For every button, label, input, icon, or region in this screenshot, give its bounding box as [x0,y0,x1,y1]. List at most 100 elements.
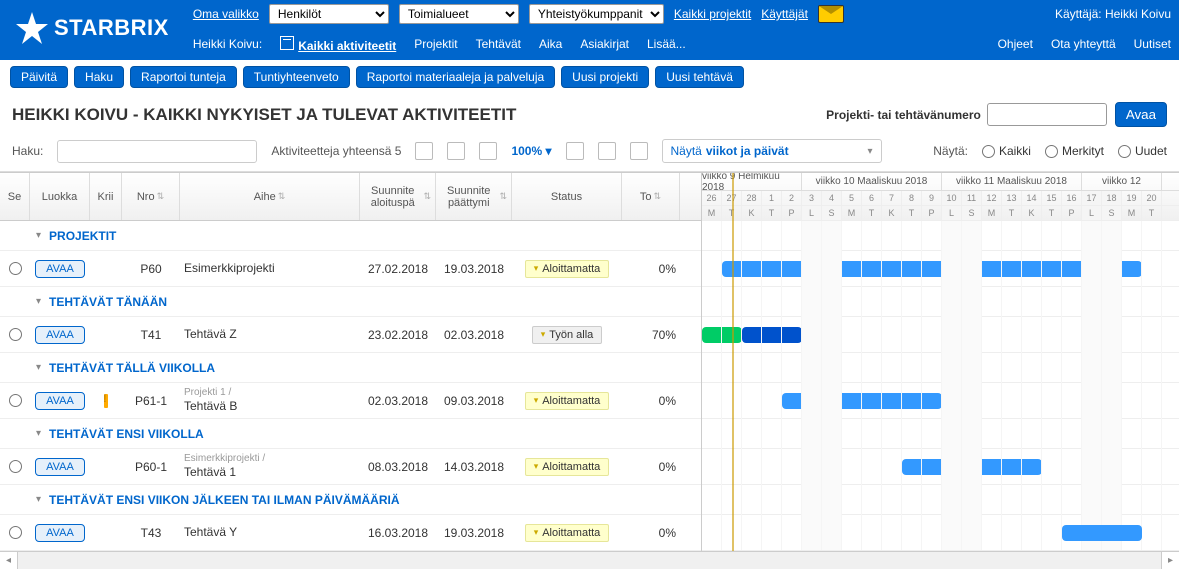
radio-marked[interactable]: Merkityt [1045,144,1104,158]
number-cell: P60-1 [122,460,180,474]
title-row: HEIKKI KOIVU - KAIKKI NYKYISET JA TULEVA… [0,94,1179,135]
project-number-input[interactable] [987,103,1107,126]
action-button[interactable]: Uusi tehtävä [655,66,744,88]
nav-help[interactable]: Ohjeet [998,37,1033,51]
nav-documents[interactable]: Asiakirjat [580,37,629,51]
start-date-cell: 02.03.2018 [360,394,436,408]
radio-new[interactable]: Uudet [1118,144,1167,158]
col-subject[interactable]: Aihe⇅ [180,173,360,220]
col-planned-end[interactable]: Suunnite päättymi⇅ [436,173,512,220]
day-letter-cell: M [1122,206,1142,220]
row-select[interactable] [0,460,30,473]
persons-select[interactable]: Henkilöt [269,4,389,24]
print-icon[interactable] [415,142,433,160]
timescale-dropdown[interactable]: Näytä viikot ja päivät ▾ [662,139,882,163]
action-button[interactable]: Uusi projekti [561,66,649,88]
zoom-out-icon[interactable] [598,142,616,160]
section-header[interactable]: ▾TEHTÄVÄT TÄLLÄ VIIKOLLA [0,353,701,383]
chevron-down-icon: ▾ [36,428,41,439]
progress-cell: 0% [622,460,680,474]
partners-select[interactable]: Yhteistyökumppanit [529,4,664,24]
col-number[interactable]: Nro⇅ [122,173,180,220]
action-button[interactable]: Raportoi tunteja [130,66,237,88]
nav-tasks[interactable]: Tehtävät [476,37,521,51]
export-icon[interactable] [447,142,465,160]
action-button[interactable]: Päivitä [10,66,68,88]
nav-projects[interactable]: Projektit [414,37,457,51]
logo-icon [16,12,48,44]
gantt-bar[interactable] [1062,525,1142,541]
data-grid: Se Luokka Krii Nro⇅ Aihe⇅ Suunnite aloit… [0,173,702,551]
subject-cell: Projekti 1 /Tehtävä B [180,387,360,413]
status-badge[interactable]: ▾Aloittamatta [525,524,610,542]
columns-icon[interactable] [479,142,497,160]
number-cell: T43 [122,526,180,540]
open-row-button[interactable]: AVAA [35,392,85,410]
row-select[interactable] [0,262,30,275]
open-row-button[interactable]: AVAA [35,524,85,542]
grid-toolbar: Haku: Aktiviteetteja yhteensä 5 100% ▾ N… [0,135,1179,172]
status-badge[interactable]: ▾Työn alla [532,326,603,344]
zoom-fit-icon[interactable] [630,142,648,160]
row-select[interactable] [0,328,30,341]
horizontal-scrollbar[interactable]: ◂ ▸ [0,551,1179,569]
day-number-cell: 13 [1002,191,1022,205]
action-button[interactable]: Raportoi materiaaleja ja palveluja [356,66,555,88]
end-date-cell: 19.03.2018 [436,262,512,276]
own-menu-link[interactable]: Oma valikko [193,7,259,21]
user-name-label: Heikki Koivu: [193,37,262,51]
row-select[interactable] [0,394,30,407]
section-header[interactable]: ▾TEHTÄVÄT ENSI VIIKON JÄLKEEN TAI ILMAN … [0,485,701,515]
day-number-cell: 16 [1062,191,1082,205]
progress-cell: 0% [622,262,680,276]
domains-select[interactable]: Toimialueet [399,4,519,24]
logo-text: STARBRIX [54,15,169,41]
section-header[interactable]: ▾TEHTÄVÄT ENSI VIIKOLLA [0,419,701,449]
day-letter-cell: S [822,206,842,220]
start-date-cell: 23.02.2018 [360,328,436,342]
progress-cell: 0% [622,526,680,540]
col-select[interactable]: Se [0,173,30,220]
nav-time[interactable]: Aika [539,37,562,51]
action-button[interactable]: Tuntiyhteenveto [243,66,350,88]
project-number-label: Projekti- tai tehtävänumero [826,108,981,122]
open-row-button[interactable]: AVAA [35,260,85,278]
zoom-in-icon[interactable] [566,142,584,160]
col-planned-start[interactable]: Suunnite aloituspä⇅ [360,173,436,220]
row-select[interactable] [0,526,30,539]
chevron-down-icon: ▾ [36,494,41,505]
col-priority[interactable]: Krii [90,173,122,220]
day-letter-cell: T [1002,206,1022,220]
action-button[interactable]: Haku [74,66,124,88]
all-projects-link[interactable]: Kaikki projektit [674,7,751,21]
nav-all-activities[interactable]: Kaikki aktiviteetit [280,36,396,53]
status-cell: ▾Työn alla [512,326,622,344]
users-link[interactable]: Käyttäjät [761,7,808,21]
open-row-button[interactable]: AVAA [35,326,85,344]
open-button[interactable]: Avaa [1115,102,1167,127]
page-title: HEIKKI KOIVU - KAIKKI NYKYISET JA TULEVA… [12,105,826,125]
scroll-right-button[interactable]: ▸ [1161,552,1179,569]
scroll-left-button[interactable]: ◂ [0,552,18,569]
col-status[interactable]: Status [512,173,622,220]
col-progress[interactable]: To⇅ [622,173,680,220]
status-badge[interactable]: ▾Aloittamatta [525,458,610,476]
open-row-button[interactable]: AVAA [35,458,85,476]
search-input[interactable] [57,140,257,163]
status-badge[interactable]: ▾Aloittamatta [525,260,610,278]
zoom-percent[interactable]: 100% ▾ [511,144,551,158]
day-letter-cell: S [1102,206,1122,220]
nav-more[interactable]: Lisää... [647,37,686,51]
nav-contact[interactable]: Ota yhteyttä [1051,37,1116,51]
section-header[interactable]: ▾PROJEKTIT [0,221,701,251]
section-header[interactable]: ▾TEHTÄVÄT TÄNÄÄN [0,287,701,317]
day-number-cell: 6 [862,191,882,205]
radio-all[interactable]: Kaikki [982,144,1031,158]
mail-icon[interactable] [818,5,844,23]
scroll-track[interactable] [18,552,1161,569]
status-badge[interactable]: ▾Aloittamatta [525,392,610,410]
day-number-cell: 7 [882,191,902,205]
col-category[interactable]: Luokka [30,173,90,220]
nav-news[interactable]: Uutiset [1134,37,1171,51]
end-date-cell: 09.03.2018 [436,394,512,408]
